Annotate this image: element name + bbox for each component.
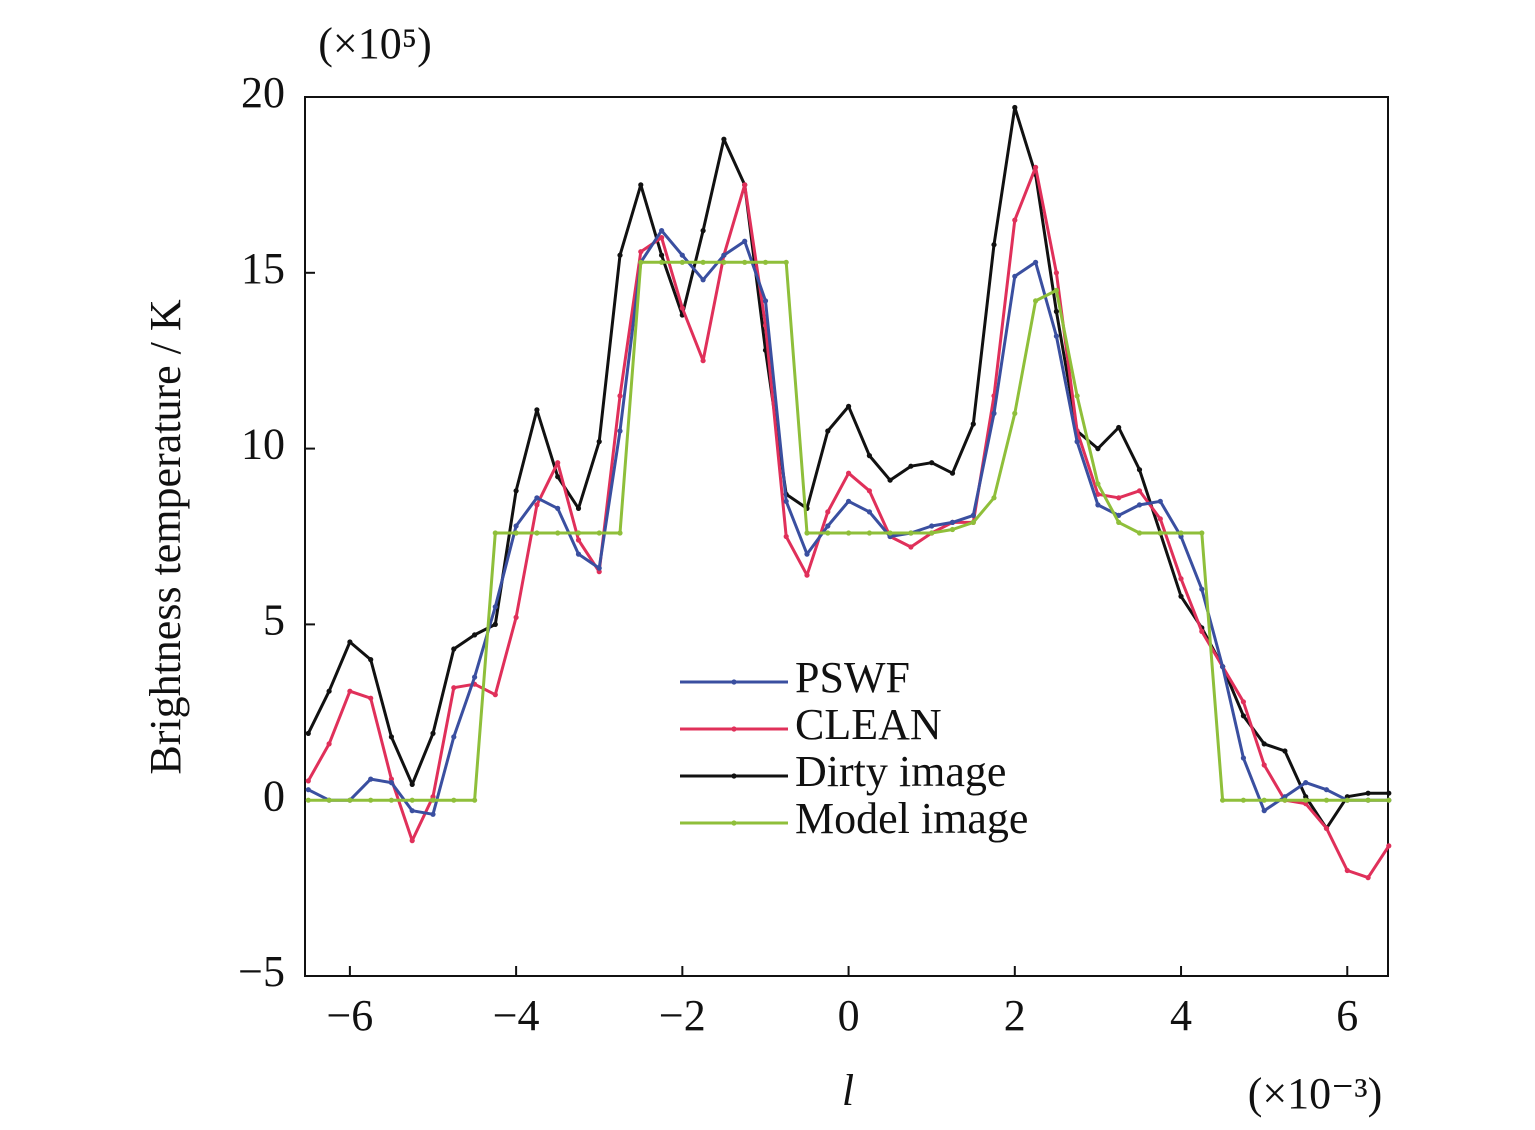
legend-label: CLEAN: [795, 700, 942, 749]
legend-swatch-dot: [731, 726, 737, 732]
x-multiplier: (×10⁻³): [1248, 1069, 1383, 1118]
y-tick-label: 0: [263, 771, 285, 820]
legend-label: Dirty image: [795, 747, 1006, 796]
x-tick-label: 4: [1170, 991, 1192, 1040]
x-tick-label: 6: [1336, 991, 1358, 1040]
y-tick-label: −5: [238, 947, 285, 996]
x-tick-label: −2: [659, 991, 706, 1040]
y-multiplier: (×10⁵): [318, 19, 431, 68]
y-tick-label: 10: [241, 420, 285, 469]
y-tick-label: 20: [241, 68, 285, 117]
x-axis-title: l: [842, 1066, 854, 1115]
legend-label: PSWF: [795, 653, 910, 702]
x-tick-label: −6: [326, 991, 373, 1040]
series-line: [305, 259, 1392, 803]
x-tick-label: 0: [838, 991, 860, 1040]
plot-frame: [304, 96, 1389, 977]
y-axis-title: Brightness temperature / K: [141, 299, 190, 775]
legend-swatch-dot: [731, 820, 737, 826]
legend-swatch-dot: [731, 773, 737, 779]
y-tick-label: 15: [241, 244, 285, 293]
x-tick-label: 2: [1004, 991, 1026, 1040]
legend-swatch-dot: [731, 679, 737, 685]
y-tick-label: 5: [263, 595, 285, 644]
legend-label: Model image: [795, 794, 1028, 843]
x-tick-label: −4: [493, 991, 540, 1040]
